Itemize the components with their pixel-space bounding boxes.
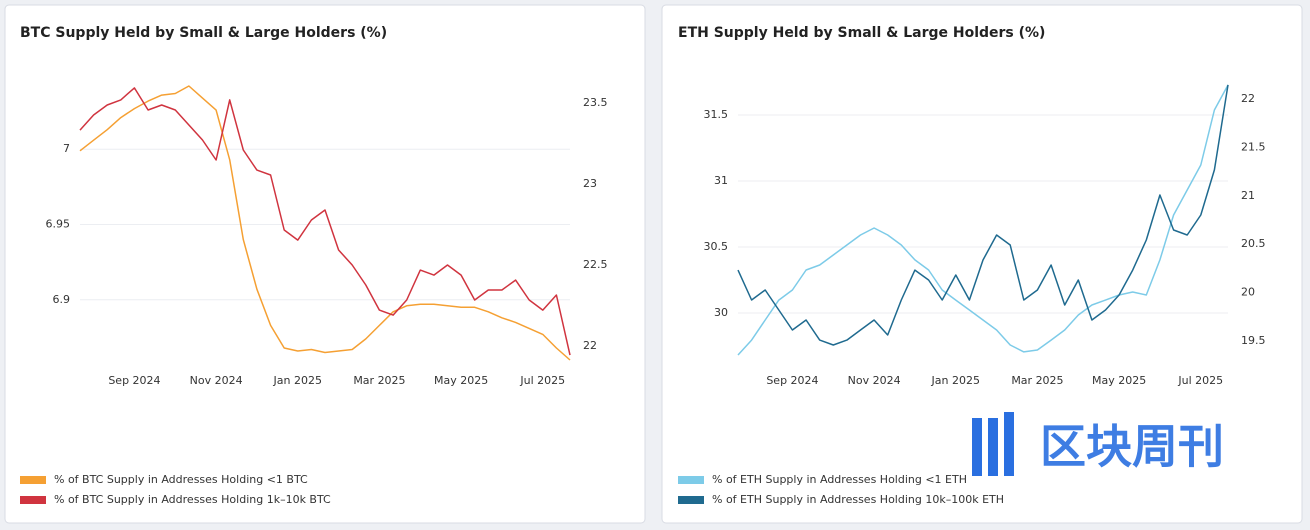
chart: BTC Supply Held by Small & Large Holders… [20,25,608,506]
y2-tick-label: 23.5 [583,96,608,109]
y-tick-label: 6.95 [46,218,71,231]
y2-tick-label: 20.5 [1241,237,1266,250]
legend-swatch [20,496,46,504]
y2-tick-label: 19.5 [1241,334,1266,347]
legend-label: % of ETH Supply in Addresses Holding <1 … [712,473,967,486]
x-tick-label: Sep 2024 [108,374,160,387]
x-tick-label: Jul 2025 [1177,374,1223,387]
series-line [79,87,571,356]
x-tick-label: May 2025 [434,374,488,387]
x-tick-label: Mar 2025 [353,374,405,387]
y2-tick-label: 22 [1241,92,1255,105]
series-line [79,85,571,361]
x-tick-label: Nov 2024 [848,374,901,387]
watermark-logo: 区块周刊 [972,412,1224,476]
chart-title: BTC Supply Held by Small & Large Holders… [20,25,387,41]
y-tick-label: 6.9 [53,293,71,306]
legend-label: % of BTC Supply in Addresses Holding 1k–… [54,493,331,506]
series-line [737,84,1229,346]
watermark: 区块周刊 [1040,420,1224,474]
legend-label: % of ETH Supply in Addresses Holding 10k… [712,493,1004,506]
y2-tick-label: 21 [1241,189,1255,202]
card [4,4,646,524]
x-tick-label: Sep 2024 [766,374,818,387]
x-tick-label: Jan 2025 [273,374,322,387]
x-tick-label: Jul 2025 [519,374,565,387]
y-tick-label: 31 [714,174,728,187]
y-tick-label: 7 [63,142,70,155]
y2-tick-label: 22 [583,339,597,352]
legend-swatch [20,476,46,484]
y-tick-label: 30 [714,306,728,319]
y2-tick-label: 20 [1241,286,1255,299]
y-tick-label: 30.5 [704,240,729,253]
x-tick-label: Mar 2025 [1011,374,1063,387]
chart-title: ETH Supply Held by Small & Large Holders… [678,25,1045,41]
y-tick-label: 31.5 [704,108,729,121]
x-tick-label: Jan 2025 [931,374,980,387]
chart: ETH Supply Held by Small & Large Holders… [678,25,1266,506]
y2-tick-label: 22.5 [583,258,608,271]
legend-swatch [678,476,704,484]
y2-tick-label: 23 [583,177,597,190]
legend-label: % of BTC Supply in Addresses Holding <1 … [54,473,308,486]
y2-tick-label: 21.5 [1241,140,1266,153]
legend-swatch [678,496,704,504]
x-tick-label: Nov 2024 [190,374,243,387]
x-tick-label: May 2025 [1092,374,1146,387]
series-line [737,84,1229,356]
